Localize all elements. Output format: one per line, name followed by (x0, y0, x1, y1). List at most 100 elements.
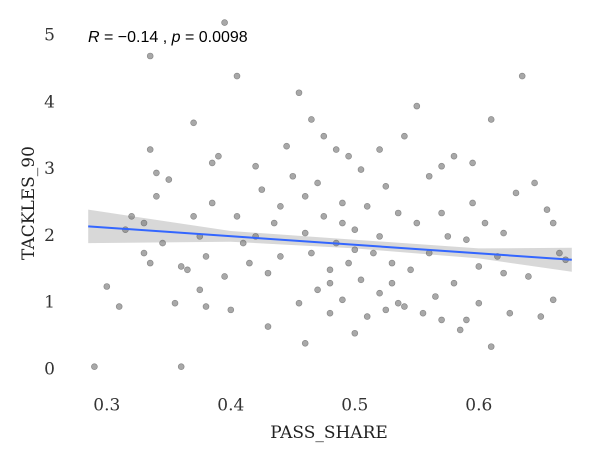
point (153, 169, 160, 177)
point (487, 116, 495, 123)
point (351, 329, 359, 337)
annotation-part: R (88, 29, 100, 46)
point (140, 219, 148, 227)
point (376, 233, 383, 240)
point (419, 309, 427, 317)
point (208, 199, 216, 207)
point (277, 203, 284, 210)
point (332, 146, 340, 153)
point (376, 289, 383, 297)
point (425, 172, 433, 180)
point (146, 52, 154, 60)
point (308, 249, 315, 257)
point (469, 199, 476, 207)
point (239, 239, 247, 247)
y-tick-label: 4 (44, 92, 55, 112)
point (363, 313, 371, 320)
y-tick-label: 0 (44, 360, 55, 380)
point (314, 286, 321, 294)
point (537, 313, 545, 320)
point (165, 176, 173, 183)
point (363, 203, 371, 210)
x-tick-label: 0.4 (217, 396, 244, 416)
point (475, 263, 483, 270)
point (301, 193, 309, 200)
point (221, 273, 228, 280)
point (382, 306, 390, 314)
x-tick-label: 0.5 (341, 396, 368, 416)
point (487, 343, 495, 350)
point (463, 236, 470, 244)
point (208, 159, 216, 167)
point (438, 316, 445, 324)
point (357, 276, 365, 284)
point (339, 219, 346, 227)
point (246, 259, 253, 267)
confidence-band (88, 209, 572, 272)
point (351, 246, 359, 254)
point (345, 259, 352, 267)
point (295, 299, 303, 307)
point (215, 152, 222, 160)
point (115, 303, 123, 310)
x-tick-label: 0.6 (465, 396, 492, 416)
y-tick-label: 1 (44, 293, 55, 313)
point (301, 229, 309, 237)
point (345, 152, 352, 160)
point (146, 146, 154, 153)
x-axis-title: PASS_SHARE (270, 423, 388, 443)
point (339, 296, 346, 304)
y-tick-label: 3 (44, 159, 55, 179)
point (264, 269, 272, 277)
point (518, 72, 526, 80)
point (413, 102, 421, 110)
point (159, 239, 166, 247)
point (196, 286, 204, 294)
point (376, 146, 383, 153)
fit-line (88, 225, 572, 261)
point (413, 219, 421, 227)
point (500, 229, 507, 237)
point (252, 162, 259, 170)
point (481, 219, 489, 227)
point (556, 249, 563, 257)
point (549, 219, 557, 227)
point (339, 199, 346, 207)
point (227, 306, 235, 314)
point (190, 213, 197, 220)
annotation: R = −0.14 , p = 0.0098 (88, 29, 248, 46)
point (320, 213, 328, 220)
point (438, 162, 445, 170)
point (357, 166, 365, 173)
point (177, 363, 185, 370)
point (469, 159, 476, 167)
point (295, 89, 303, 97)
point (177, 263, 185, 270)
point (326, 309, 334, 317)
point (531, 179, 538, 187)
point (91, 363, 98, 370)
point (171, 299, 179, 307)
point (438, 209, 445, 217)
annotation-part: = −0.14 , (100, 29, 172, 46)
point (388, 259, 396, 267)
point (432, 293, 439, 300)
point (320, 132, 328, 140)
point (153, 193, 160, 200)
point (202, 303, 210, 310)
point (407, 266, 414, 274)
point (512, 189, 520, 197)
point (314, 179, 321, 187)
y-axis-title: TACKLES_90 (19, 146, 39, 260)
point (500, 269, 507, 277)
point (233, 72, 241, 80)
point (525, 273, 532, 280)
point (394, 209, 402, 217)
point (308, 116, 315, 123)
y-tick-label: 5 (44, 25, 55, 45)
point (450, 152, 458, 160)
point (146, 259, 154, 267)
point (184, 266, 191, 274)
point (506, 309, 514, 317)
